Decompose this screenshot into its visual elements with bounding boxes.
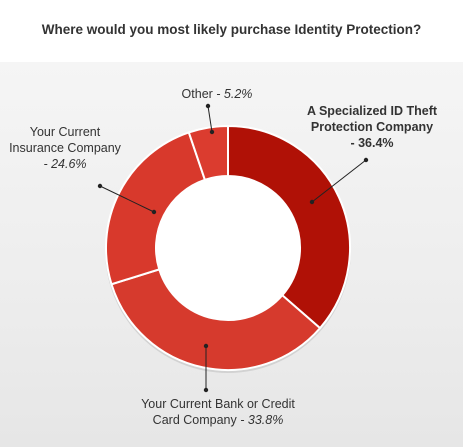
leader-other [205, 103, 215, 135]
leader-specialized [309, 157, 369, 205]
chart-title: Where would you most likely purchase Ide… [41, 22, 422, 37]
chart-header [0, 0, 463, 62]
donut-hole [156, 176, 300, 320]
slice-label-bank: Your Current Bank or Credit Card Company… [141, 397, 295, 427]
leader-insurance [97, 183, 157, 215]
slice-label-specialized: A Specialized ID Theft Protection Compan… [306, 104, 438, 150]
slice-label-other: Other - 5.2% [181, 87, 253, 101]
leader-bank [203, 343, 209, 393]
slice-label-insurance: Your Current Insurance Company - 24.6% [9, 125, 121, 171]
